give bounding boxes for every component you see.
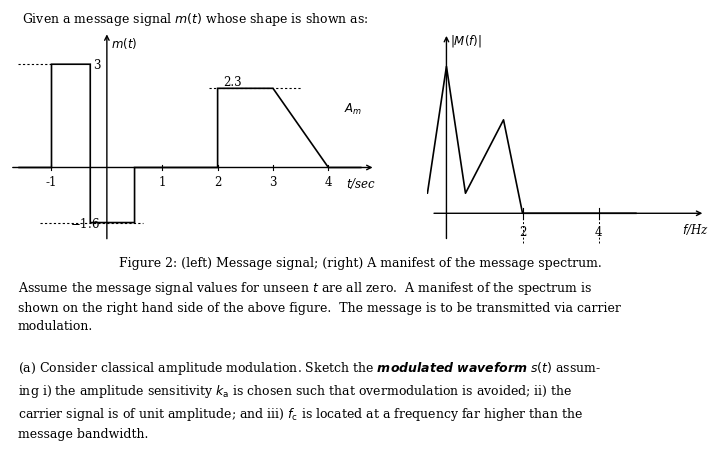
- Text: Assume the message signal values for unseen $t$ are all zero.  A manifest of the: Assume the message signal values for uns…: [18, 279, 621, 332]
- Text: Given a message signal $m(t)$ whose shape is shown as:: Given a message signal $m(t)$ whose shap…: [22, 11, 369, 28]
- Text: 1: 1: [158, 176, 166, 189]
- Text: 3: 3: [93, 59, 100, 71]
- Text: $-$1.6: $-$1.6: [71, 216, 100, 230]
- Text: -1: -1: [46, 176, 57, 189]
- Text: $A_m$: $A_m$: [343, 102, 362, 117]
- Text: 2.3: 2.3: [223, 76, 242, 89]
- Text: Figure 2: (left) Message signal; (right) A manifest of the message spectrum.: Figure 2: (left) Message signal; (right)…: [119, 256, 601, 269]
- Text: 2: 2: [214, 176, 221, 189]
- Text: (a) Consider classical amplitude modulation. Sketch the $\mathbfit{modulated}$ $: (a) Consider classical amplitude modulat…: [18, 359, 601, 440]
- Text: $|M(f)|$: $|M(f)|$: [450, 33, 482, 49]
- Text: 4: 4: [325, 176, 332, 189]
- Text: 4: 4: [595, 226, 603, 239]
- Text: $f$/Hz: $f$/Hz: [683, 222, 709, 237]
- Text: $m(t)$: $m(t)$: [112, 36, 138, 51]
- Text: 3: 3: [269, 176, 276, 189]
- Text: $t$/sec: $t$/sec: [346, 176, 375, 191]
- Text: 2: 2: [519, 226, 526, 239]
